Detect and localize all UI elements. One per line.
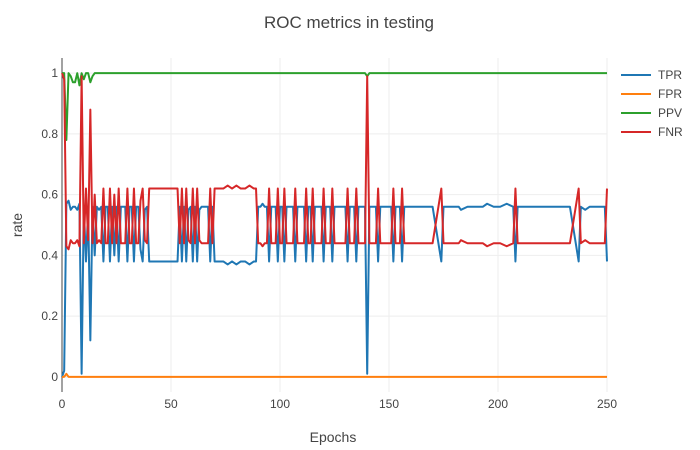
legend-label: FPR — [658, 87, 682, 101]
y-tick-label: 1 — [51, 66, 58, 80]
legend-item-fnr[interactable]: FNR — [621, 125, 683, 139]
legend-label: PPV — [658, 106, 682, 120]
plot-layer — [61, 72, 608, 378]
y-tick-label: 0.4 — [41, 248, 58, 262]
legend-item-fpr[interactable]: FPR — [621, 87, 682, 101]
x-tick-label: 150 — [379, 397, 399, 411]
x-tick-label: 250 — [597, 397, 617, 411]
y-axis-title: rate — [9, 213, 25, 237]
series-line-fpr[interactable] — [62, 372, 607, 378]
y-tick-label: 0 — [51, 370, 58, 384]
x-tick-label: 50 — [164, 397, 178, 411]
legend-item-ppv[interactable]: PPV — [621, 106, 682, 120]
x-tick-label: 200 — [488, 397, 508, 411]
y-tick-label: 0.6 — [41, 188, 58, 202]
series-line-fnr[interactable] — [61, 72, 608, 251]
y-tick-label: 0.2 — [41, 309, 58, 323]
x-tick-label: 100 — [270, 397, 290, 411]
chart-title: ROC metrics in testing — [264, 13, 434, 32]
legend[interactable]: TPR FPR PPV FNR — [621, 68, 683, 139]
axis-layer: 0 50 100 150 200 250 0 0.2 0.4 0.6 0.8 1 — [41, 58, 617, 411]
legend-label: TPR — [658, 68, 682, 82]
legend-label: FNR — [658, 125, 683, 139]
x-tick-label: 0 — [59, 397, 66, 411]
x-axis-title: Epochs — [310, 429, 357, 445]
y-tick-label: 0.8 — [41, 127, 58, 141]
series-line-ppv[interactable] — [62, 72, 607, 141]
legend-item-tpr[interactable]: TPR — [621, 68, 682, 82]
